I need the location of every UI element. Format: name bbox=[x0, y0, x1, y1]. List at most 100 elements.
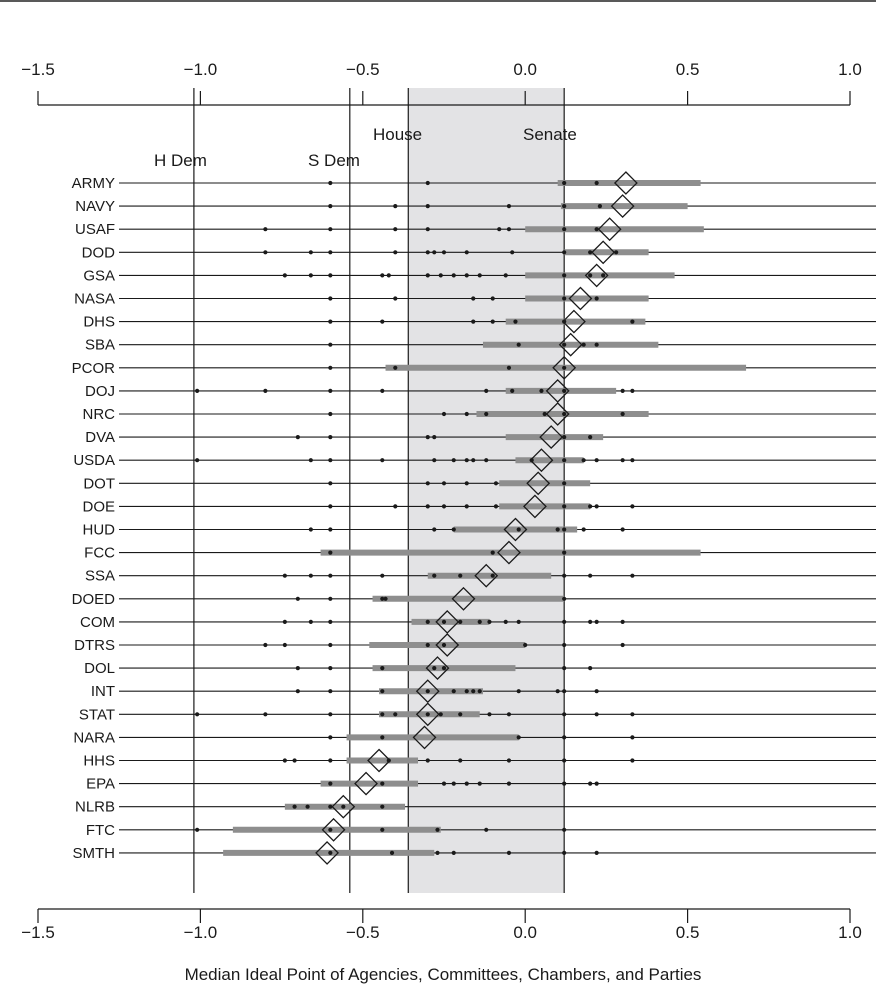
committee-point bbox=[328, 504, 333, 509]
agency-label: DOE bbox=[82, 498, 115, 515]
committee-point bbox=[464, 504, 469, 509]
committee-point bbox=[630, 319, 635, 324]
bottom-tick-label: 0.0 bbox=[513, 923, 537, 942]
refline-label-house: House bbox=[373, 125, 422, 144]
agency-median-marker bbox=[526, 471, 551, 496]
committee-point bbox=[562, 342, 567, 347]
agency-median-marker bbox=[545, 378, 570, 403]
committee-point bbox=[594, 342, 599, 347]
agency-row-hud: HUD bbox=[83, 517, 876, 542]
agency-median-marker bbox=[331, 794, 356, 819]
committee-point bbox=[484, 411, 489, 417]
committee-point bbox=[490, 573, 495, 578]
committee-point bbox=[630, 458, 635, 463]
committee-point bbox=[620, 458, 625, 463]
committee-point bbox=[523, 642, 528, 648]
committee-point bbox=[451, 273, 456, 278]
agency-median-marker bbox=[435, 609, 460, 634]
committee-point bbox=[630, 712, 635, 717]
committee-point bbox=[380, 666, 385, 671]
committee-point bbox=[471, 458, 476, 463]
bottom-tick-label: −0.5 bbox=[346, 923, 380, 942]
committee-point bbox=[328, 365, 333, 370]
committee-point bbox=[435, 850, 440, 856]
committee-point bbox=[425, 481, 430, 486]
committee-point bbox=[594, 781, 599, 786]
agency-median-marker bbox=[529, 448, 554, 473]
committee-point bbox=[282, 642, 287, 648]
committee-point bbox=[594, 458, 599, 463]
agency-row-ftc: FTC bbox=[86, 817, 876, 842]
agency-median-marker bbox=[562, 309, 586, 334]
committee-point bbox=[328, 573, 333, 578]
committee-point bbox=[195, 712, 200, 717]
agency-median-marker bbox=[568, 286, 593, 311]
committee-point bbox=[539, 388, 544, 393]
committee-point bbox=[542, 411, 547, 417]
committee-point bbox=[597, 204, 603, 209]
committee-point bbox=[562, 712, 567, 717]
committee-point bbox=[487, 619, 492, 625]
committee-point bbox=[441, 411, 447, 417]
committee-point bbox=[441, 781, 447, 786]
committee-point bbox=[464, 273, 469, 278]
agency-label: SSA bbox=[85, 568, 115, 585]
committee-point bbox=[562, 850, 567, 856]
committee-point bbox=[594, 689, 599, 694]
committee-point bbox=[464, 250, 469, 255]
committee-point bbox=[562, 250, 567, 255]
committee-point bbox=[506, 758, 512, 763]
agency-row-doj: DOJ bbox=[85, 378, 876, 403]
agency-median-marker bbox=[412, 725, 437, 750]
agency-median-marker bbox=[367, 748, 391, 773]
committee-point bbox=[295, 596, 300, 601]
committee-point bbox=[506, 365, 512, 370]
committee-point bbox=[487, 712, 492, 717]
agency-label: DOD bbox=[82, 244, 116, 261]
committee-point bbox=[380, 273, 385, 278]
committee-point bbox=[458, 758, 463, 763]
committee-point bbox=[380, 596, 385, 601]
agency-row-stat: STAT bbox=[79, 702, 876, 727]
committee-point bbox=[562, 458, 567, 463]
committee-point bbox=[438, 273, 443, 278]
committee-point bbox=[328, 204, 333, 209]
committee-point bbox=[477, 619, 482, 625]
committee-point bbox=[393, 250, 398, 255]
committee-point bbox=[601, 273, 606, 278]
agency-row-dod: DOD bbox=[82, 240, 876, 265]
agency-label: COM bbox=[80, 614, 115, 631]
committee-point bbox=[562, 388, 567, 393]
committee-point bbox=[594, 227, 599, 232]
committee-point bbox=[435, 827, 440, 832]
committee-point bbox=[630, 735, 635, 740]
committee-point bbox=[620, 527, 625, 532]
committee-point bbox=[477, 689, 482, 694]
agency-row-doe: DOE bbox=[82, 494, 876, 519]
committee-point bbox=[588, 781, 593, 786]
committee-point bbox=[471, 296, 476, 301]
committee-point bbox=[477, 781, 482, 786]
committee-point bbox=[516, 619, 521, 625]
committee-point bbox=[425, 642, 430, 648]
committee-point bbox=[588, 619, 593, 625]
agency-row-epa: EPA bbox=[86, 771, 876, 796]
agency-label: FCC bbox=[84, 545, 115, 562]
committee-point bbox=[308, 250, 313, 255]
agency-label: SBA bbox=[85, 337, 115, 354]
agency-row-smth: SMTH bbox=[73, 840, 876, 865]
agency-median-marker bbox=[523, 494, 547, 519]
x-axis-title: Median Ideal Point of Agencies, Committe… bbox=[185, 965, 702, 984]
committee-point bbox=[195, 458, 200, 463]
committee-point bbox=[328, 481, 333, 486]
agency-median-marker bbox=[584, 263, 609, 288]
committee-point bbox=[305, 804, 310, 809]
committee-point bbox=[425, 227, 430, 232]
committee-point bbox=[425, 504, 430, 509]
committee-point bbox=[328, 388, 333, 393]
committee-point bbox=[503, 619, 508, 625]
committee-point bbox=[432, 666, 437, 671]
committee-point bbox=[516, 735, 521, 740]
committee-point bbox=[328, 435, 333, 440]
agency-median-marker bbox=[552, 355, 577, 380]
